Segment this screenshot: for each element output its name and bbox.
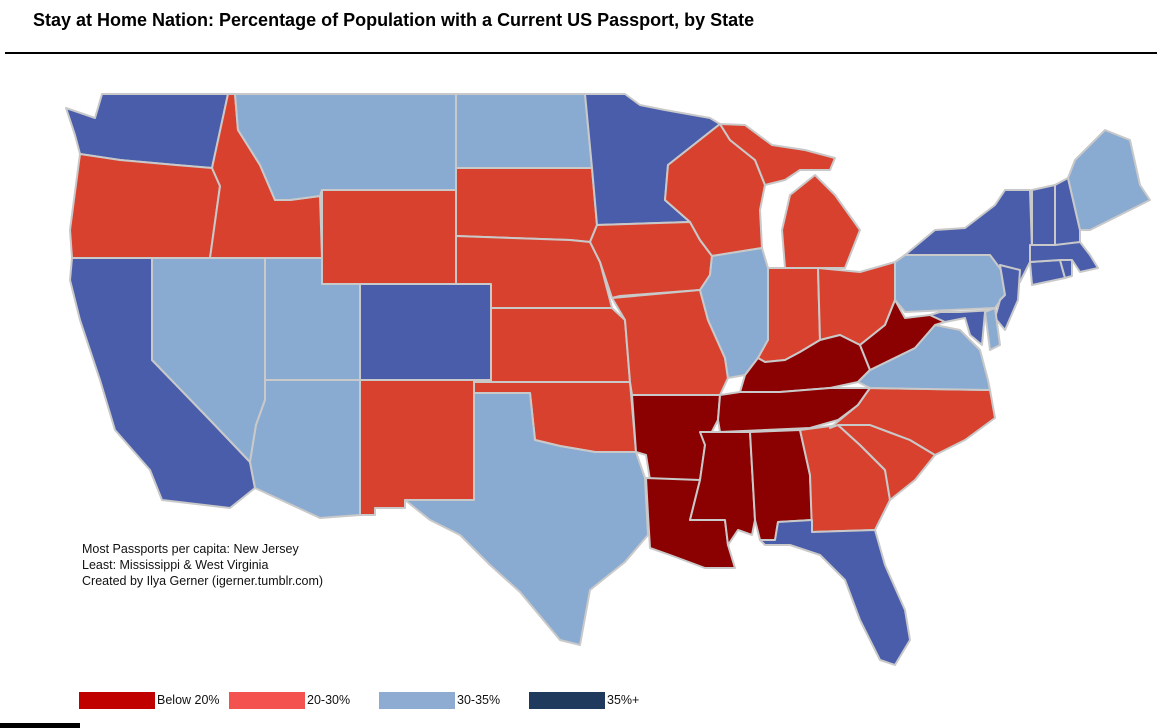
state-new-jersey[interactable] — [994, 264, 1021, 331]
legend-label: Below 20% — [157, 693, 220, 707]
legend-swatch — [529, 692, 605, 709]
state-maryland[interactable] — [929, 309, 996, 346]
legend-label: 20-30% — [307, 693, 351, 707]
legend-swatch — [229, 692, 305, 709]
state-vermont[interactable] — [1031, 184, 1056, 246]
note-credit: Created by Ilya Gerner (igerner.tumblr.c… — [82, 574, 324, 588]
note-most: Most Passports per capita: New Jersey — [82, 542, 299, 556]
state-wyoming[interactable] — [321, 189, 457, 285]
state-virginia[interactable] — [857, 324, 991, 391]
state-kansas[interactable] — [490, 307, 631, 383]
state-michigan-lower[interactable] — [781, 174, 861, 269]
map-title: Stay at Home Nation: Percentage of Popul… — [33, 10, 755, 30]
state-new-mexico[interactable] — [359, 379, 475, 516]
state-arizona[interactable] — [249, 379, 361, 519]
state-pennsylvania[interactable] — [894, 254, 1006, 313]
state-massachusetts[interactable] — [1029, 241, 1099, 273]
state-new-hampshire[interactable] — [1054, 177, 1081, 246]
corner-bar — [0, 723, 80, 728]
state-montana[interactable] — [234, 93, 457, 201]
state-north-dakota[interactable] — [455, 93, 593, 169]
state-oregon[interactable] — [69, 153, 221, 259]
legend-label: 35%+ — [607, 693, 640, 707]
title-divider — [5, 52, 1157, 54]
state-iowa[interactable] — [589, 221, 713, 299]
state-illinois[interactable] — [699, 247, 769, 379]
state-north-carolina[interactable] — [829, 387, 996, 456]
state-florida[interactable] — [759, 519, 911, 666]
note-least: Least: Mississippi & West Virginia — [82, 558, 269, 572]
state-connecticut[interactable] — [1029, 259, 1066, 286]
state-south-dakota[interactable] — [455, 167, 598, 243]
state-colorado[interactable] — [359, 283, 492, 381]
legend-label: 30-35% — [457, 693, 501, 707]
map-notes: Most Passports per capita: New Jersey Le… — [82, 541, 323, 589]
state-texas[interactable] — [404, 392, 649, 646]
state-maine[interactable] — [1067, 129, 1151, 231]
legend-swatch — [379, 692, 455, 709]
legend-swatch — [79, 692, 155, 709]
state-delaware[interactable] — [984, 307, 1001, 351]
map-legend: Below 20% 20-30% 30-35% 35%+ — [0, 690, 1157, 710]
state-michigan-upper[interactable] — [719, 123, 836, 186]
